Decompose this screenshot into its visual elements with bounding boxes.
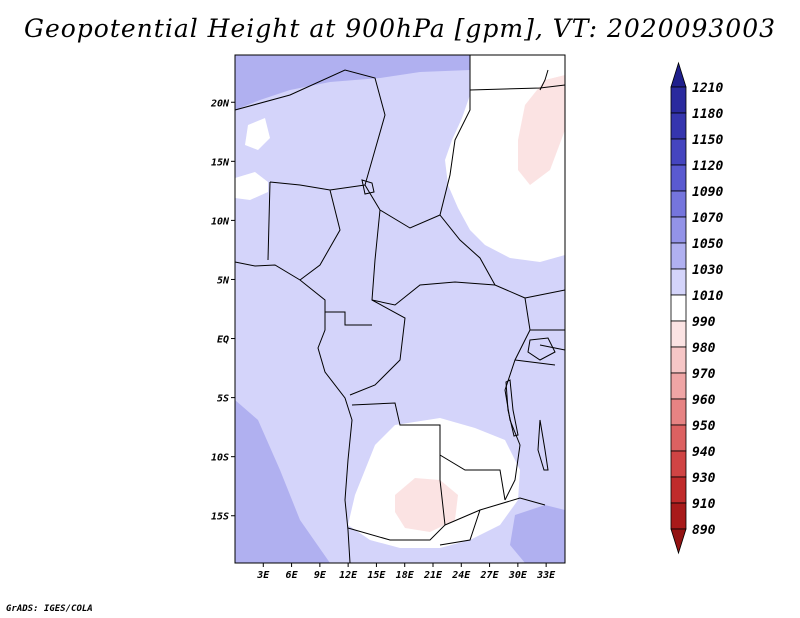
field-high-north	[235, 55, 470, 110]
colorbar-label: 980	[692, 341, 716, 356]
x-tick-label: 15E	[367, 570, 386, 581]
colorbar: 1210 1180 1150 1120 1090 1070 1050 1030 1010 990 9…	[670, 61, 723, 555]
border-southeast	[439, 497, 546, 546]
border-chad-sudan	[439, 55, 496, 286]
colorbar-swatch	[670, 372, 687, 400]
y-tick-label: 20N	[210, 98, 230, 109]
colorbar-swatch	[670, 138, 687, 166]
y-tick-label: 10S	[211, 453, 229, 464]
border-car	[371, 209, 526, 306]
field-lowest-south	[395, 478, 458, 532]
x-tick-label: 6E	[286, 570, 299, 581]
colorbar-label: 930	[692, 471, 716, 486]
colorbar-swatch	[670, 346, 687, 374]
y-tick-label: 5N	[217, 275, 230, 286]
field-high-southwest	[235, 400, 330, 563]
x-tick-label: 21E	[423, 570, 443, 581]
border-ethiopia	[469, 84, 566, 91]
colorbar-swatch	[670, 112, 687, 140]
lake-malawi	[537, 419, 549, 471]
colorbar-swatch	[670, 216, 687, 244]
colorbar-swatch	[670, 424, 687, 452]
grads-credit: GrADS: IGES/COLA	[6, 604, 93, 614]
field-low-nwcoast	[245, 118, 270, 150]
colorbar-label: 1070	[692, 211, 723, 226]
x-tick-label: 18E	[396, 570, 415, 581]
field-low-west	[235, 172, 268, 200]
y-tick-label: 15N	[211, 157, 230, 168]
x-tick-label: 30E	[508, 570, 528, 581]
colorbar-label: 970	[692, 367, 716, 382]
y-tick-label: 5S	[217, 394, 229, 405]
colorbar-label: 1010	[692, 289, 723, 304]
colorbar-label: 1180	[692, 107, 723, 122]
colorbar-swatch	[670, 190, 687, 218]
colorbar-label: 1050	[692, 237, 723, 252]
colorbar-swatch	[670, 502, 687, 530]
colorbar-label: 1090	[692, 185, 723, 200]
colorbar-swatch	[670, 268, 687, 296]
border-zambia-angola	[347, 425, 446, 541]
colorbar-bottom-arrow	[670, 528, 687, 555]
colorbar-label: 940	[692, 445, 716, 460]
colorbar-swatch	[670, 398, 687, 426]
x-tick-label: 3E	[256, 570, 270, 581]
colorbar-label: 990	[692, 315, 716, 330]
country-boundaries	[234, 55, 566, 564]
colorbar-label: 890	[692, 523, 716, 538]
colorbar-swatch	[670, 242, 687, 270]
map-frame	[234, 54, 566, 564]
x-axis: 3E 6E 9E 12E 15E 18E 21E 24E 27E 30E 33E	[256, 563, 556, 581]
border-north-main	[234, 69, 386, 211]
border-east-africa	[514, 289, 566, 366]
coastline-west	[234, 261, 353, 564]
colorbar-swatch	[670, 450, 687, 478]
colorbar-swatch	[670, 164, 687, 192]
chart-title: Geopotential Height at 900hPa [gpm], VT:…	[23, 14, 777, 43]
x-tick-label: 9E	[314, 570, 327, 581]
colorbar-label: 1150	[692, 133, 723, 148]
nile-river	[539, 69, 549, 91]
colorbar-label: 910	[692, 497, 716, 512]
y-axis: 20N 15N 10N 5N EQ 5S 10S 15S	[210, 98, 235, 523]
y-tick-label: 15S	[211, 512, 229, 523]
map-plot-area	[234, 54, 566, 564]
colorbar-top-arrow	[670, 61, 687, 88]
field-high-southeast	[510, 505, 565, 563]
colorbar-label: 1210	[692, 81, 723, 96]
x-tick-label: 27E	[480, 570, 500, 581]
y-tick-label: EQ	[217, 335, 229, 346]
y-tick-label: 10N	[211, 216, 230, 227]
colorbar-label: 1030	[692, 263, 723, 278]
colorbar-swatch	[670, 476, 687, 504]
colorbar-label: 1120	[692, 159, 723, 174]
border-congo	[325, 299, 406, 396]
lake-chad	[361, 179, 375, 195]
x-tick-label: 12E	[339, 570, 358, 581]
lake-tanganyika	[505, 379, 519, 437]
colorbar-swatch	[670, 86, 687, 114]
field-lowest-northeast	[518, 75, 565, 185]
x-tick-label: 24E	[451, 570, 471, 581]
colorbar-label: 960	[692, 393, 716, 408]
lake-victoria	[527, 337, 556, 361]
colorbar-swatch	[670, 294, 687, 322]
border-sahel	[379, 209, 441, 229]
x-tick-label: 33E	[536, 570, 556, 581]
border-nigeria	[267, 181, 366, 281]
colorbar-label: 950	[692, 419, 716, 434]
colorbar-swatch	[670, 320, 687, 348]
